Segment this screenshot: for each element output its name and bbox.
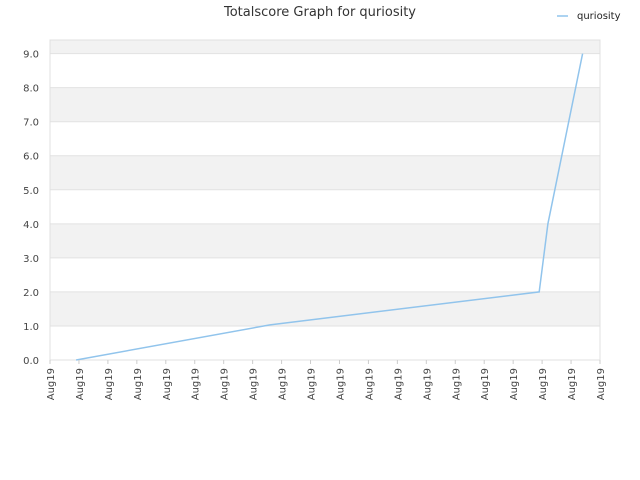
x-tick-label: Aug19 bbox=[364, 368, 375, 400]
grid-band bbox=[50, 189, 600, 224]
grid-band bbox=[50, 40, 600, 54]
y-tick-label: 9.0 bbox=[23, 50, 39, 61]
grid-band bbox=[50, 53, 600, 88]
grid-band bbox=[50, 257, 600, 292]
y-tick-label: 1.0 bbox=[23, 322, 39, 333]
grid-band bbox=[50, 291, 600, 326]
x-tick-label: Aug19 bbox=[220, 368, 231, 400]
grid-band bbox=[50, 155, 600, 190]
y-axis-ticks: 0.0 1.0 2.0 3.0 4.0 5.0 6.0 7.0 8.0 9.0 bbox=[23, 50, 39, 367]
x-tick-label: Aug19 bbox=[75, 368, 86, 400]
legend-label: quriosity bbox=[577, 11, 621, 22]
y-tick-label: 7.0 bbox=[23, 118, 39, 129]
x-tick-label: Aug19 bbox=[307, 368, 318, 400]
x-tick-label: Aug19 bbox=[249, 368, 260, 400]
x-tick-label: Aug19 bbox=[538, 368, 549, 400]
grid-band bbox=[50, 121, 600, 156]
gridlines bbox=[49, 39, 601, 361]
y-tick-label: 6.0 bbox=[23, 152, 39, 163]
x-tick-label: Aug19 bbox=[278, 368, 289, 400]
y-tick-label: 2.0 bbox=[23, 288, 39, 299]
x-tick-label: Aug19 bbox=[46, 368, 57, 400]
chart-title: Totalscore Graph for quriosity bbox=[223, 5, 416, 20]
series-line-quriosity bbox=[75, 53, 584, 361]
x-tick-label: Aug19 bbox=[422, 368, 433, 400]
y-tick-label: 0.0 bbox=[23, 356, 39, 367]
plot-frame bbox=[49, 39, 601, 361]
x-tick-label: Aug19 bbox=[596, 368, 607, 400]
grid-band bbox=[50, 87, 600, 122]
x-tick-label: Aug19 bbox=[509, 368, 520, 400]
x-tick-label: Aug19 bbox=[393, 368, 404, 400]
y-tick-label: 5.0 bbox=[23, 186, 39, 197]
grid-band bbox=[50, 223, 600, 258]
grid-bands bbox=[50, 40, 600, 360]
x-tick-label: Aug19 bbox=[567, 368, 578, 400]
series-layer bbox=[75, 53, 584, 361]
x-axis-ticks: Aug19 Aug19 Aug19 Aug19 Aug19 Aug19 Aug19 Aug19… bbox=[46, 360, 607, 400]
x-tick-label: Aug19 bbox=[133, 368, 144, 400]
x-tick-label: Aug19 bbox=[191, 368, 202, 400]
x-tick-label: Aug19 bbox=[451, 368, 462, 400]
x-tick-label: Aug19 bbox=[480, 368, 491, 400]
y-tick-label: 8.0 bbox=[23, 84, 39, 95]
grid-band bbox=[50, 325, 600, 360]
x-tick-label: Aug19 bbox=[162, 368, 173, 400]
y-tick-label: 3.0 bbox=[23, 254, 39, 265]
x-tick-label: Aug19 bbox=[104, 368, 115, 400]
y-tick-label: 4.0 bbox=[23, 220, 39, 231]
x-tick-label: Aug19 bbox=[335, 368, 346, 400]
legend: quriosity bbox=[557, 11, 621, 22]
